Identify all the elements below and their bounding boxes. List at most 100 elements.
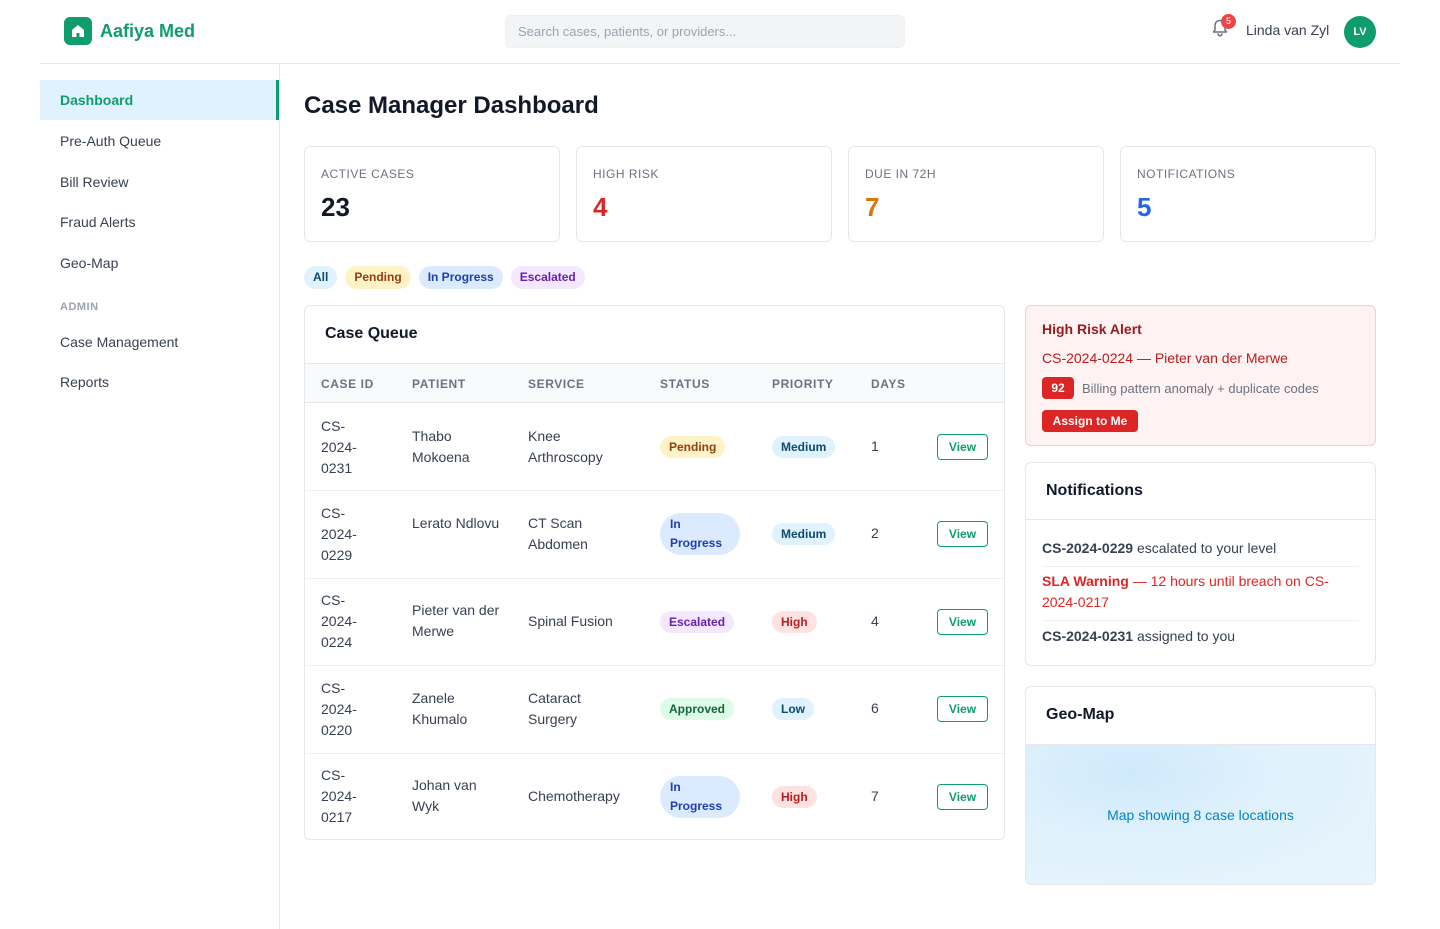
filter-chip-all[interactable]: All	[304, 266, 338, 289]
sidebar: Dashboard Pre-Auth Queue Bill Review Fra…	[40, 64, 280, 929]
stat-value: 23	[321, 192, 350, 222]
notification-warning-label: SLA Warning	[1042, 573, 1129, 589]
search-input[interactable]	[505, 15, 905, 48]
notification-item-sla-warning[interactable]: SLA Warning — 12 hours until breach on C…	[1042, 571, 1359, 613]
notification-count-badge: 5	[1221, 14, 1236, 29]
patient-cell: Thabo Mokoena	[412, 428, 470, 465]
geo-map-card: Geo-Map Map showing 8 case locations	[1025, 686, 1376, 885]
stat-label: DUE IN 72H	[865, 167, 937, 181]
table-row[interactable]: CS-2024-0220 Zanele Khumalo Cataract Sur…	[305, 666, 1004, 754]
stat-label: ACTIVE CASES	[321, 167, 415, 181]
alert-case-link[interactable]: CS-2024-0224 — Pieter van der Merwe	[1042, 350, 1288, 366]
filter-chip-escalated[interactable]: Escalated	[510, 266, 585, 289]
sidebar-item-dashboard[interactable]: Dashboard	[40, 80, 279, 120]
days-cell: 7	[871, 788, 879, 804]
table-row[interactable]: CS-2024-0217 Johan van Wyk Chemotherapy …	[305, 753, 1004, 839]
divider	[1042, 620, 1359, 621]
case-id-cell: CS-2024-0229	[321, 505, 357, 563]
view-case-button[interactable]: View	[937, 784, 988, 810]
risk-score-badge: 92	[1042, 377, 1074, 399]
table-row[interactable]: CS-2024-0229 Lerato Ndlovu CT Scan Abdom…	[305, 491, 1004, 579]
stat-card-active-cases: ACTIVE CASES 23	[304, 146, 560, 242]
case-id-cell: CS-2024-0220	[321, 680, 357, 738]
days-cell: 6	[871, 700, 879, 716]
column-header-days[interactable]: DAYS	[871, 377, 906, 391]
case-id-cell: CS-2024-0217	[321, 767, 357, 825]
table-row[interactable]: CS-2024-0231 Thabo Mokoena Knee Arthrosc…	[305, 403, 1004, 491]
sidebar-section-admin: ADMIN	[60, 301, 99, 313]
stat-value: 5	[1137, 192, 1152, 222]
stat-value: 4	[593, 192, 608, 222]
sidebar-item-reports[interactable]: Reports	[60, 374, 110, 390]
geo-map-title: Geo-Map	[1046, 706, 1115, 723]
stat-label: HIGH RISK	[593, 167, 659, 181]
user-name[interactable]: Linda van Zyl	[1246, 22, 1330, 38]
service-cell: Cataract Surgery	[528, 690, 581, 727]
sidebar-item-case-management[interactable]: Case Management	[60, 334, 179, 350]
divider	[1042, 566, 1359, 567]
priority-badge: Medium	[772, 436, 836, 458]
patient-cell: Johan van Wyk	[412, 777, 477, 814]
stat-card-high-risk: HIGH RISK 4	[576, 146, 832, 242]
stat-card-notifications: NOTIFICATIONS 5	[1120, 146, 1376, 242]
view-case-button[interactable]: View	[937, 696, 988, 722]
patient-cell: Lerato Ndlovu	[412, 515, 500, 531]
view-case-button[interactable]: View	[937, 609, 988, 635]
column-header-patient[interactable]: PATIENT	[412, 377, 466, 391]
status-filter-chips: All Pending In Progress Escalated	[304, 266, 585, 289]
notifications-title: Notifications	[1046, 482, 1143, 499]
stat-card-due-72h: DUE IN 72H 7	[848, 146, 1104, 242]
case-id-cell: CS-2024-0231	[321, 418, 357, 476]
notification-text: — 12 hours until breach on CS-2024-0217	[1042, 573, 1329, 610]
priority-badge: High	[772, 611, 817, 633]
avatar[interactable]: LV	[1344, 16, 1376, 48]
sidebar-item-fraud-alerts[interactable]: Fraud Alerts	[60, 214, 136, 230]
view-case-button[interactable]: View	[937, 521, 988, 547]
brand-name: Aafiya Med	[100, 20, 196, 41]
brand-logo[interactable]: Aafiya Med	[64, 17, 195, 45]
column-header-priority[interactable]: PRIORITY	[772, 377, 834, 391]
status-badge: Approved	[660, 698, 735, 720]
stat-label: NOTIFICATIONS	[1137, 167, 1236, 181]
notification-case-id: CS-2024-0229	[1042, 540, 1134, 556]
case-queue-title: Case Queue	[325, 325, 418, 342]
column-header-service[interactable]: SERVICE	[528, 377, 585, 391]
case-queue-card: Case Queue CASE ID PATIENT SERVICE STATU…	[304, 305, 1005, 840]
divider	[1026, 519, 1375, 520]
filter-chip-in-progress[interactable]: In Progress	[418, 266, 503, 289]
alert-title: High Risk Alert	[1042, 321, 1142, 337]
column-header-case-id[interactable]: CASE ID	[321, 377, 374, 391]
filter-chip-pending[interactable]: Pending	[345, 266, 411, 289]
notification-item[interactable]: CS-2024-0229 escalated to your level	[1042, 538, 1359, 559]
status-badge: Pending	[660, 436, 726, 458]
service-cell: Knee Arthroscopy	[528, 428, 603, 465]
patient-cell: Zanele Khumalo	[412, 690, 468, 727]
priority-badge: Medium	[772, 523, 836, 545]
top-header: Aafiya Med 5 Linda van Zyl LV	[40, 0, 1400, 64]
sidebar-item-geo-map[interactable]: Geo-Map	[60, 255, 119, 271]
notification-case-id: CS-2024-0231	[1042, 628, 1134, 644]
days-cell: 2	[871, 525, 879, 541]
stat-value: 7	[865, 192, 880, 222]
notification-item[interactable]: CS-2024-0231 assigned to you	[1042, 626, 1359, 647]
column-header-status[interactable]: STATUS	[660, 377, 710, 391]
notification-text: assigned to you	[1133, 628, 1236, 644]
map-caption: Map showing 8 case locations	[1107, 807, 1294, 823]
assign-to-me-button[interactable]: Assign to Me	[1042, 410, 1138, 432]
view-case-button[interactable]: View	[937, 434, 988, 460]
app-shell: Aafiya Med 5 Linda van Zyl LV Dashboard …	[40, 0, 1400, 929]
notifications-card: Notifications CS-2024-0229 escalated to …	[1025, 462, 1376, 666]
status-badge: In Progress	[660, 776, 740, 818]
status-badge: Escalated	[660, 611, 735, 633]
home-icon	[64, 17, 92, 45]
alert-reason: Billing pattern anomaly + duplicate code…	[1082, 381, 1319, 396]
map-canvas[interactable]: Map showing 8 case locations	[1026, 744, 1375, 884]
high-risk-alert-card: High Risk Alert CS-2024-0224 — Pieter va…	[1025, 305, 1376, 446]
sidebar-item-pre-auth-queue[interactable]: Pre-Auth Queue	[60, 133, 162, 149]
priority-badge: Low	[772, 698, 814, 720]
page-title: Case Manager Dashboard	[304, 92, 599, 119]
table-row[interactable]: CS-2024-0224 Pieter van der Merwe Spinal…	[305, 578, 1004, 666]
service-cell: CT Scan Abdomen	[528, 515, 588, 552]
sidebar-item-bill-review[interactable]: Bill Review	[60, 174, 129, 190]
notification-text: escalated to your level	[1133, 540, 1277, 556]
